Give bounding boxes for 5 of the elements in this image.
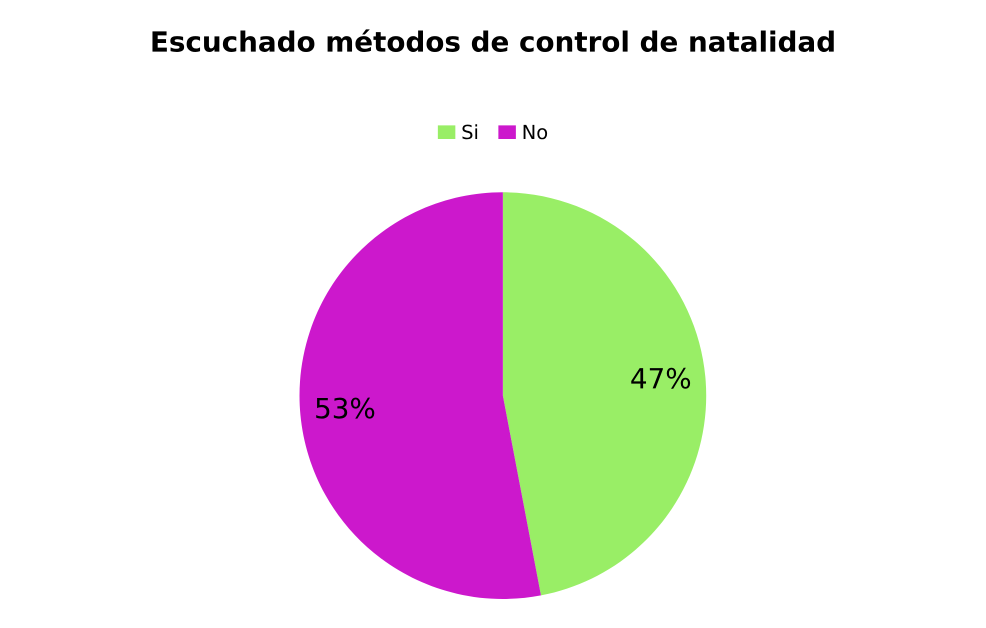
legend-label: Si <box>462 124 478 140</box>
legend-label: No <box>524 124 548 140</box>
data-label: 47% <box>631 368 690 389</box>
data-label: 53% <box>316 398 374 419</box>
chart-title: Escuchado métodos de control de natalidad <box>152 29 834 52</box>
